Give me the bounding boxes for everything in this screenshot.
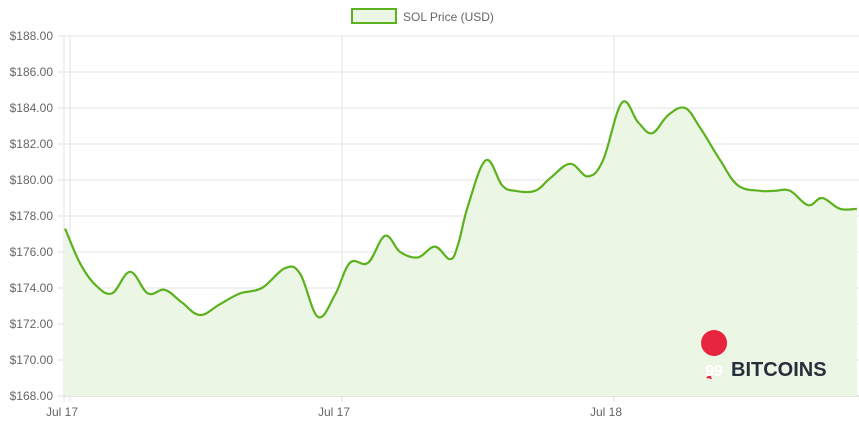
y-tick-label: $188.00 bbox=[10, 29, 54, 43]
y-tick-label: $182.00 bbox=[10, 137, 54, 151]
logo-badge-icon bbox=[701, 330, 728, 379]
99bitcoins-logo: 99 BITCOINS bbox=[701, 330, 827, 381]
x-tick-label: Jul 18 bbox=[590, 405, 622, 419]
logo-badge-number: 99 bbox=[705, 363, 723, 380]
y-tick-label: $186.00 bbox=[10, 65, 54, 79]
y-tick-label: $180.00 bbox=[10, 173, 54, 187]
x-axis: Jul 17 Jul 17 Jul 18 bbox=[46, 405, 622, 419]
x-tick-label: Jul 17 bbox=[318, 405, 350, 419]
y-tick-label: $178.00 bbox=[10, 209, 54, 223]
legend-swatch[interactable] bbox=[351, 8, 397, 24]
y-tick-label: $168.00 bbox=[10, 389, 54, 403]
y-axis: $168.00 $170.00 $172.00 $174.00 $176.00 $178.… bbox=[10, 29, 54, 403]
price-line bbox=[64, 100, 857, 319]
y-tick-label: $176.00 bbox=[10, 245, 54, 259]
logo-text: BITCOINS bbox=[731, 359, 827, 381]
y-tick-label: $172.00 bbox=[10, 317, 54, 331]
y-tick-label: $170.00 bbox=[10, 353, 54, 367]
legend[interactable]: SOL Price (USD) bbox=[351, 8, 494, 24]
price-area-fill bbox=[65, 101, 857, 396]
legend-label[interactable]: SOL Price (USD) bbox=[403, 10, 494, 24]
y-tick-label: $174.00 bbox=[10, 281, 54, 295]
y-tick-label: $184.00 bbox=[10, 101, 54, 115]
x-tick-label: Jul 17 bbox=[46, 405, 78, 419]
